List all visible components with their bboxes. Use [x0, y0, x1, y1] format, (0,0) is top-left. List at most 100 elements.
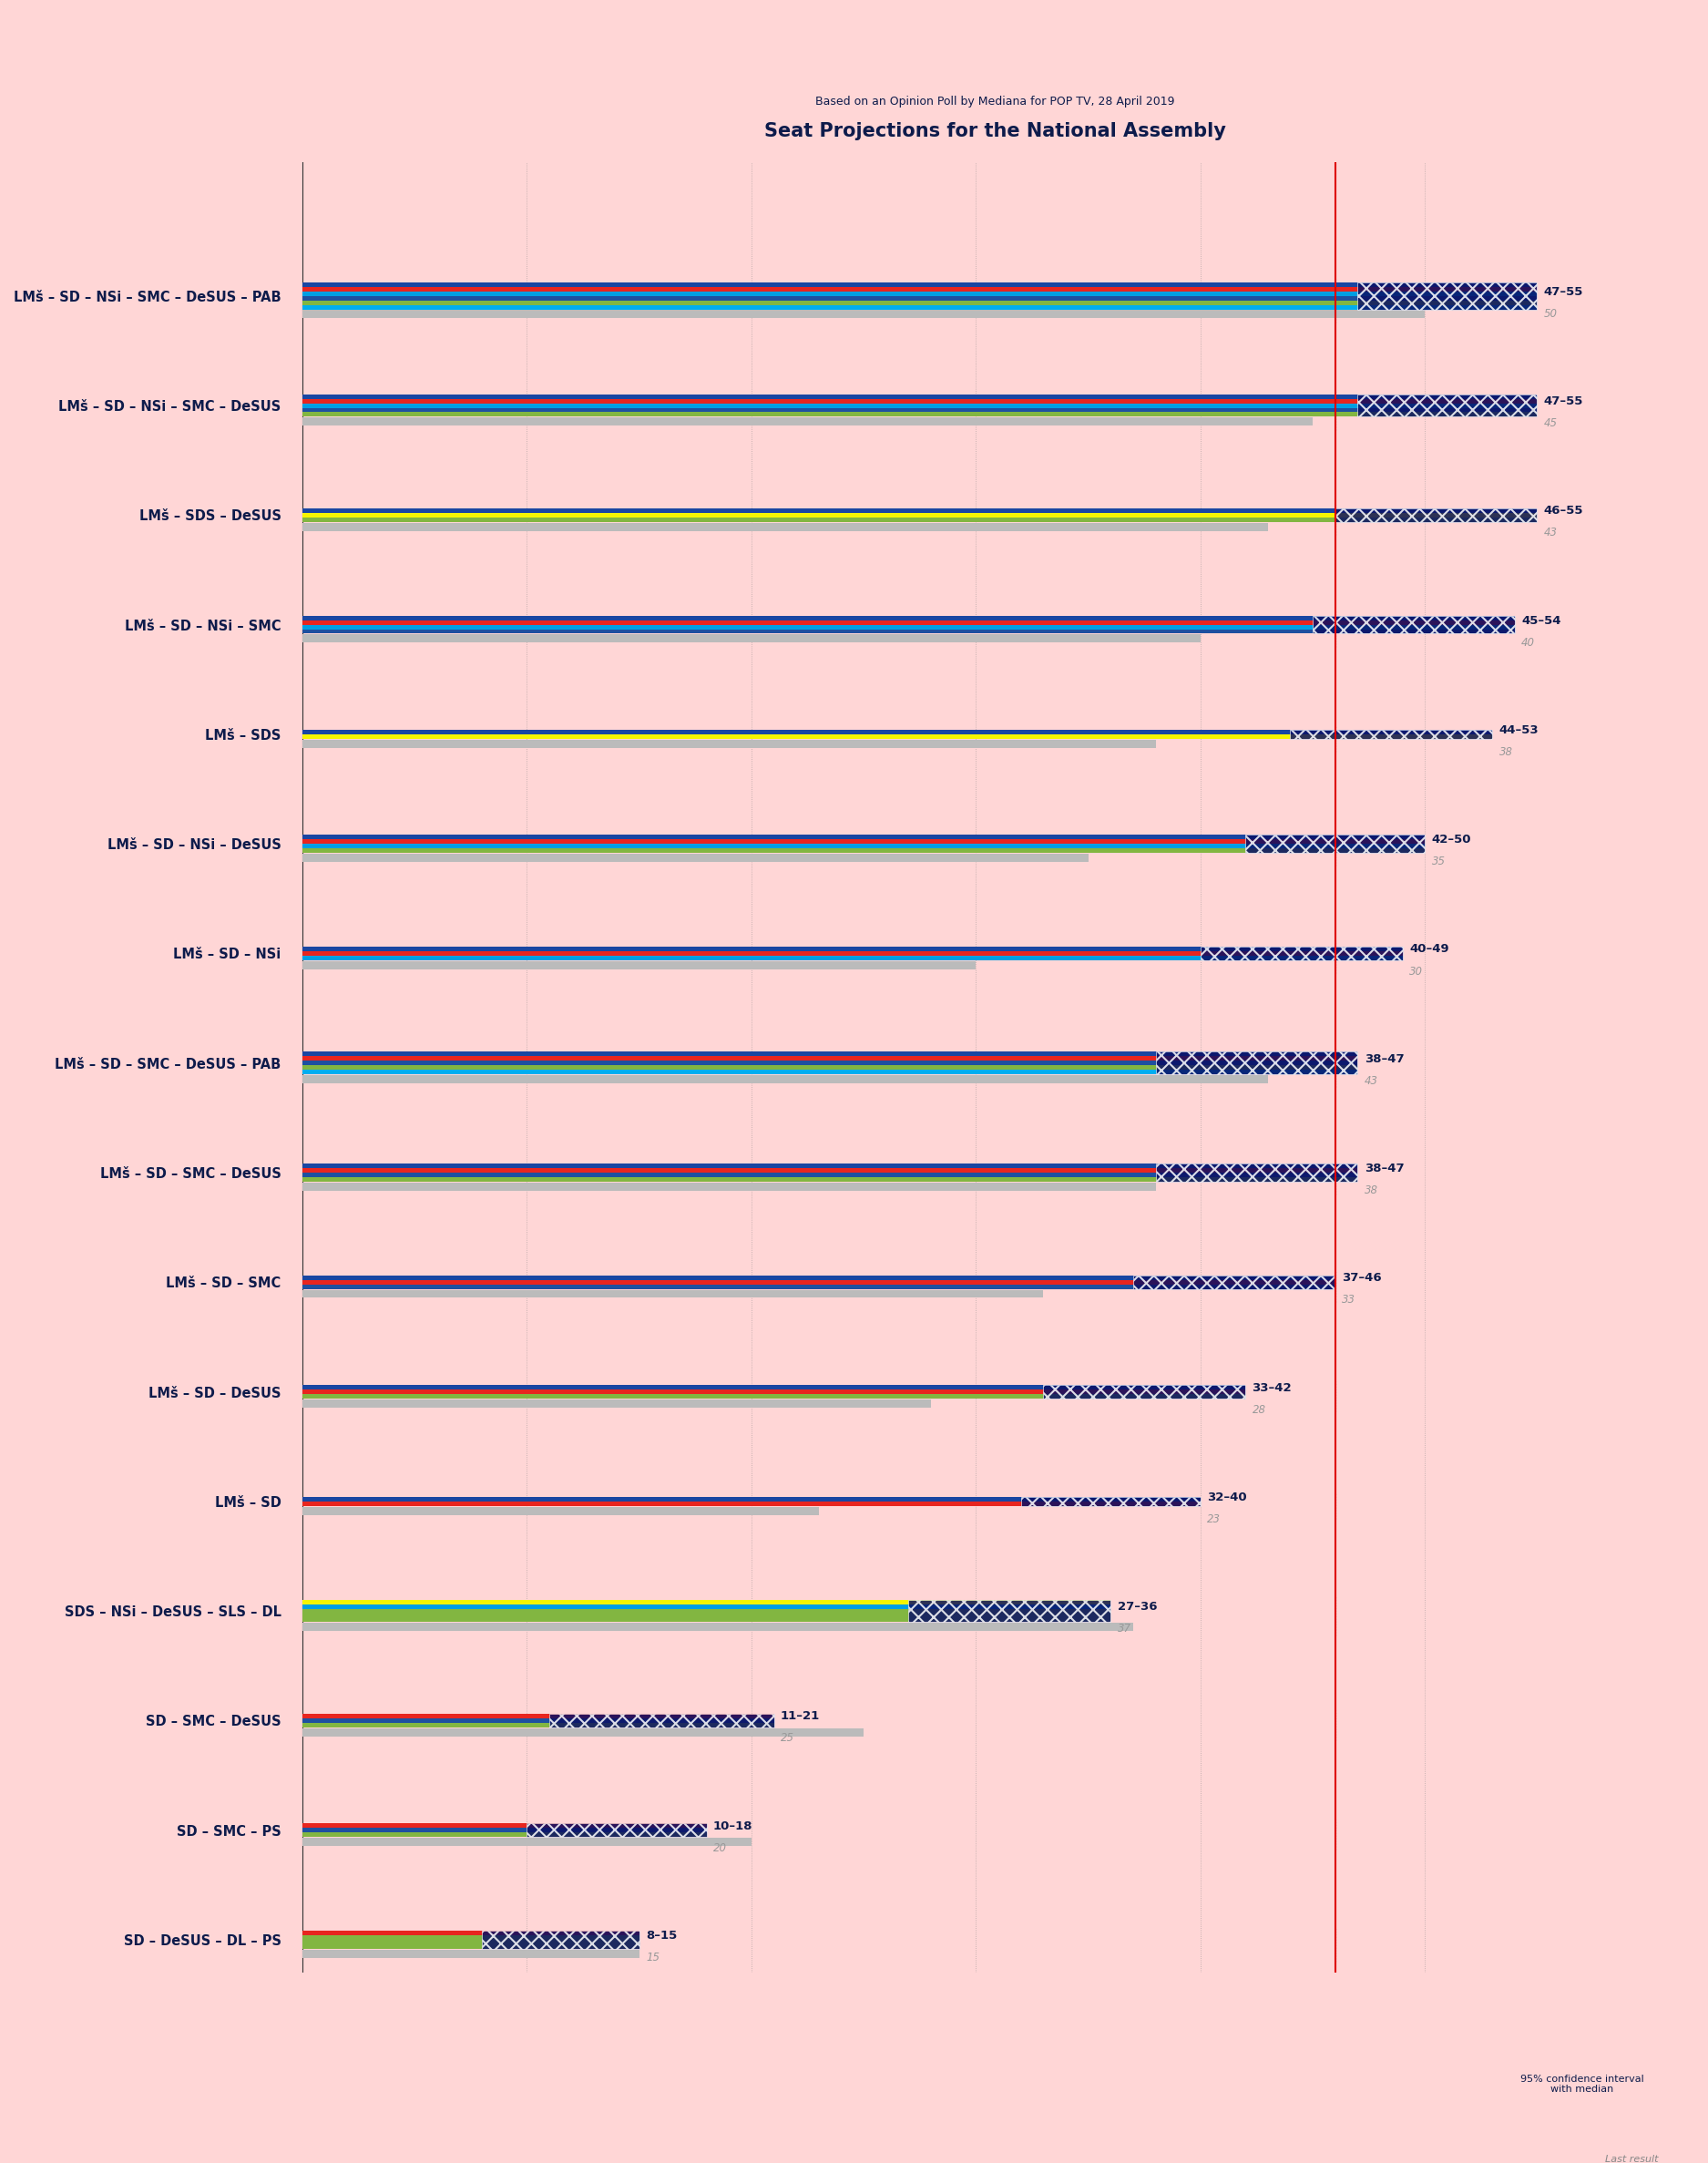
Bar	[1290, 729, 1493, 740]
Text: 25: 25	[781, 1733, 794, 1743]
Bar	[302, 413, 1537, 417]
Bar	[302, 1183, 1156, 1190]
Bar	[302, 839, 1424, 844]
Text: Based on an Opinion Poll by Mediana for POP TV, 28 April 2019: Based on an Opinion Poll by Mediana for …	[815, 95, 1175, 108]
Text: 37: 37	[1117, 1622, 1131, 1635]
Bar	[302, 1177, 1358, 1181]
Bar	[302, 1075, 1267, 1084]
Text: 40–49: 40–49	[1409, 943, 1448, 956]
Text: 33: 33	[1342, 1293, 1356, 1306]
Bar	[302, 1832, 707, 1836]
Bar	[302, 844, 1424, 848]
Bar	[302, 629, 1515, 634]
Bar	[302, 1713, 774, 1717]
Text: 45–54: 45–54	[1522, 614, 1561, 627]
Text: 46–55: 46–55	[1544, 506, 1583, 517]
Text: 38–47: 38–47	[1365, 1164, 1404, 1175]
Bar	[302, 1722, 774, 1728]
Text: 23: 23	[1208, 1514, 1221, 1525]
Bar	[1044, 1384, 1245, 1399]
Bar	[302, 1399, 931, 1408]
Text: 15: 15	[646, 1951, 659, 1964]
Bar	[302, 1618, 1110, 1622]
Bar	[528, 1823, 707, 1836]
Bar	[1525, 2111, 1604, 2139]
Bar	[302, 1945, 639, 1949]
Bar	[302, 952, 1402, 956]
Bar	[302, 835, 1424, 839]
Bar	[1336, 508, 1537, 521]
Bar	[302, 296, 1537, 301]
Bar	[302, 1501, 1201, 1505]
Text: Last result: Last result	[1606, 2154, 1658, 2163]
Bar	[302, 1622, 1132, 1631]
Bar	[302, 1384, 1245, 1389]
Bar	[550, 1713, 774, 1728]
Bar	[1245, 835, 1424, 852]
Bar	[302, 1717, 774, 1722]
Bar	[302, 309, 1424, 318]
Text: 8–15: 8–15	[646, 1929, 676, 1942]
Bar	[909, 1601, 1110, 1622]
Bar	[302, 947, 1402, 952]
Text: 42–50: 42–50	[1431, 835, 1471, 846]
Text: 38–47: 38–47	[1365, 1053, 1404, 1064]
Bar	[302, 1497, 1201, 1501]
Bar	[302, 417, 1313, 426]
Bar	[302, 848, 1424, 852]
Bar	[1132, 1276, 1336, 1289]
Bar	[302, 956, 1402, 960]
Bar	[302, 625, 1515, 629]
Bar	[302, 740, 1156, 748]
Bar	[302, 1940, 639, 1945]
Bar	[302, 292, 1537, 296]
Bar	[302, 1605, 1110, 1609]
Text: 45: 45	[1544, 417, 1558, 428]
Text: 43: 43	[1544, 528, 1558, 539]
Bar	[482, 1932, 639, 1949]
Text: 44–53: 44–53	[1500, 725, 1539, 735]
Bar	[302, 1393, 1245, 1399]
Bar	[302, 1609, 1110, 1614]
Text: 40: 40	[1522, 636, 1535, 649]
Bar	[302, 621, 1515, 625]
Bar	[1156, 1164, 1358, 1181]
Text: 32–40: 32–40	[1208, 1490, 1247, 1503]
Bar	[302, 616, 1515, 621]
Bar	[1611, 2111, 1652, 2139]
Bar	[302, 1280, 1336, 1285]
Text: 30: 30	[1409, 965, 1423, 978]
Bar	[302, 305, 1537, 309]
Bar	[302, 634, 1201, 642]
Bar	[302, 1168, 1358, 1172]
Bar	[302, 1060, 1358, 1064]
Bar	[302, 1839, 752, 1845]
Bar	[302, 854, 1088, 861]
Text: 28: 28	[1252, 1404, 1266, 1415]
Bar	[302, 733, 1493, 740]
Bar	[1358, 394, 1537, 417]
Text: 38: 38	[1365, 1185, 1378, 1196]
Bar	[302, 283, 1537, 288]
Bar	[302, 1172, 1358, 1177]
Bar	[302, 513, 1537, 517]
Text: 38: 38	[1500, 746, 1513, 757]
Bar	[302, 1508, 818, 1514]
Bar	[302, 1828, 707, 1832]
Text: 20: 20	[714, 1843, 728, 1854]
Bar	[302, 729, 1493, 733]
Text: 47–55: 47–55	[1544, 396, 1583, 407]
Bar	[302, 398, 1537, 402]
Bar	[302, 960, 975, 969]
Bar	[302, 409, 1537, 413]
Bar	[302, 394, 1537, 398]
Bar	[302, 1823, 707, 1828]
Text: 37–46: 37–46	[1342, 1272, 1382, 1285]
Text: 95% confidence interval
with median: 95% confidence interval with median	[1520, 2074, 1643, 2094]
Text: 11–21: 11–21	[781, 1711, 820, 1722]
Bar	[302, 508, 1537, 513]
Bar	[302, 1285, 1336, 1289]
Bar	[302, 1051, 1358, 1056]
Bar	[302, 1728, 864, 1737]
Bar	[302, 1614, 1110, 1618]
